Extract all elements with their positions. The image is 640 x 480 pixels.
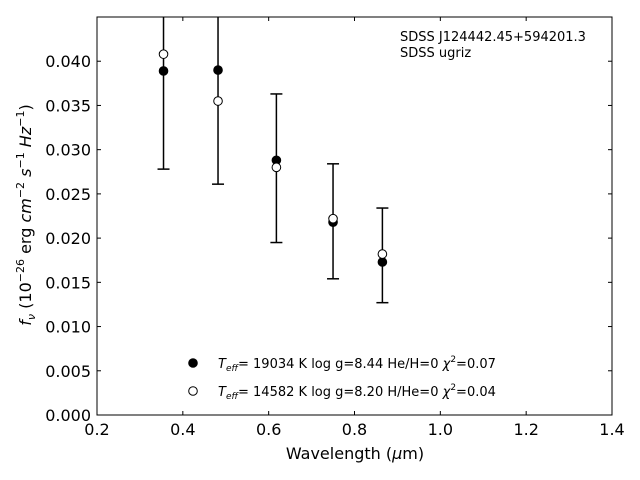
legend-entry-1-logg: log g=8.44 (311, 357, 383, 372)
y-tick-label: 0.030 (45, 141, 91, 160)
legend: Teff= 19034 K log g=8.44 He/H=0 χ2=0.07 … (188, 355, 496, 402)
legend-entry-2-chi2: =0.04 (456, 385, 496, 400)
x-tick-label: 0.8 (342, 420, 367, 439)
plot-frame (96, 16, 613, 416)
plot-clip-group (157, 17, 389, 304)
legend-entry-1: Teff= 19034 K log g=8.44 He/H=0 χ2=0.07 (218, 355, 496, 374)
y-axis-label: fν (10−26 erg cm−2 s−1 Hz−1) (14, 104, 38, 325)
model-point-open (377, 249, 388, 259)
plot-area (157, 17, 389, 304)
axes: 0.2 0.4 0.6 0.8 1.0 1.2 1.4 0.000 0.005 0.010 0.01… (45, 16, 625, 439)
x-tick-label: 0.2 (84, 420, 109, 439)
legend-entry-2-teff: 14582 (253, 385, 294, 400)
x-tick-label: 1.2 (513, 420, 538, 439)
model-point-filled (377, 257, 388, 267)
legend-entry-1-chi2: =0.07 (456, 357, 496, 372)
model-point-filled (213, 65, 223, 75)
model-point-open (328, 213, 338, 224)
legend-entry-2: Teff= 14582 K log g=8.20 H/He=0 χ2=0.04 (218, 383, 496, 402)
x-axis-label: Wavelength (μm) (286, 444, 424, 463)
x-tick-label: 0.6 (256, 420, 281, 439)
legend-entry-2-logg: log g=8.20 (311, 385, 383, 400)
y-tick-label: 0.035 (45, 96, 91, 115)
legend-marker-filled (188, 358, 198, 368)
y-tick-label: 0.020 (45, 229, 91, 248)
x-tick-label: 1.0 (428, 420, 453, 439)
model-point-open (271, 162, 282, 173)
model-point-open (213, 96, 223, 106)
object-name-annotation: SDSS J124442.45+594201.3 (400, 30, 586, 45)
legend-entry-2-comp: H/He=0 (387, 385, 438, 400)
y-tick-label: 0.010 (45, 318, 91, 337)
x-tick-label: 1.4 (599, 420, 624, 439)
y-tick-label: 0.000 (45, 406, 91, 425)
legend-marker-open (188, 386, 198, 396)
y-tick-label: 0.015 (45, 273, 91, 292)
y-tick-label: 0.025 (45, 185, 91, 204)
legend-entry-1-teff: 19034 (253, 357, 294, 372)
legend-entry-1-comp: He/H=0 (387, 357, 438, 372)
photometry-annotation: SDSS ugriz (400, 46, 471, 61)
x-tick-label: 0.4 (170, 420, 195, 439)
model-point-open (158, 49, 169, 59)
y-tick-label: 0.040 (45, 52, 91, 71)
model-point-filled (158, 66, 169, 76)
y-tick-label: 0.005 (45, 362, 91, 381)
svg-text:fν (10−26 erg cm−2 s−1 Hz−1): fν (10−26 erg cm−2 s−1 Hz−1) (14, 104, 38, 325)
